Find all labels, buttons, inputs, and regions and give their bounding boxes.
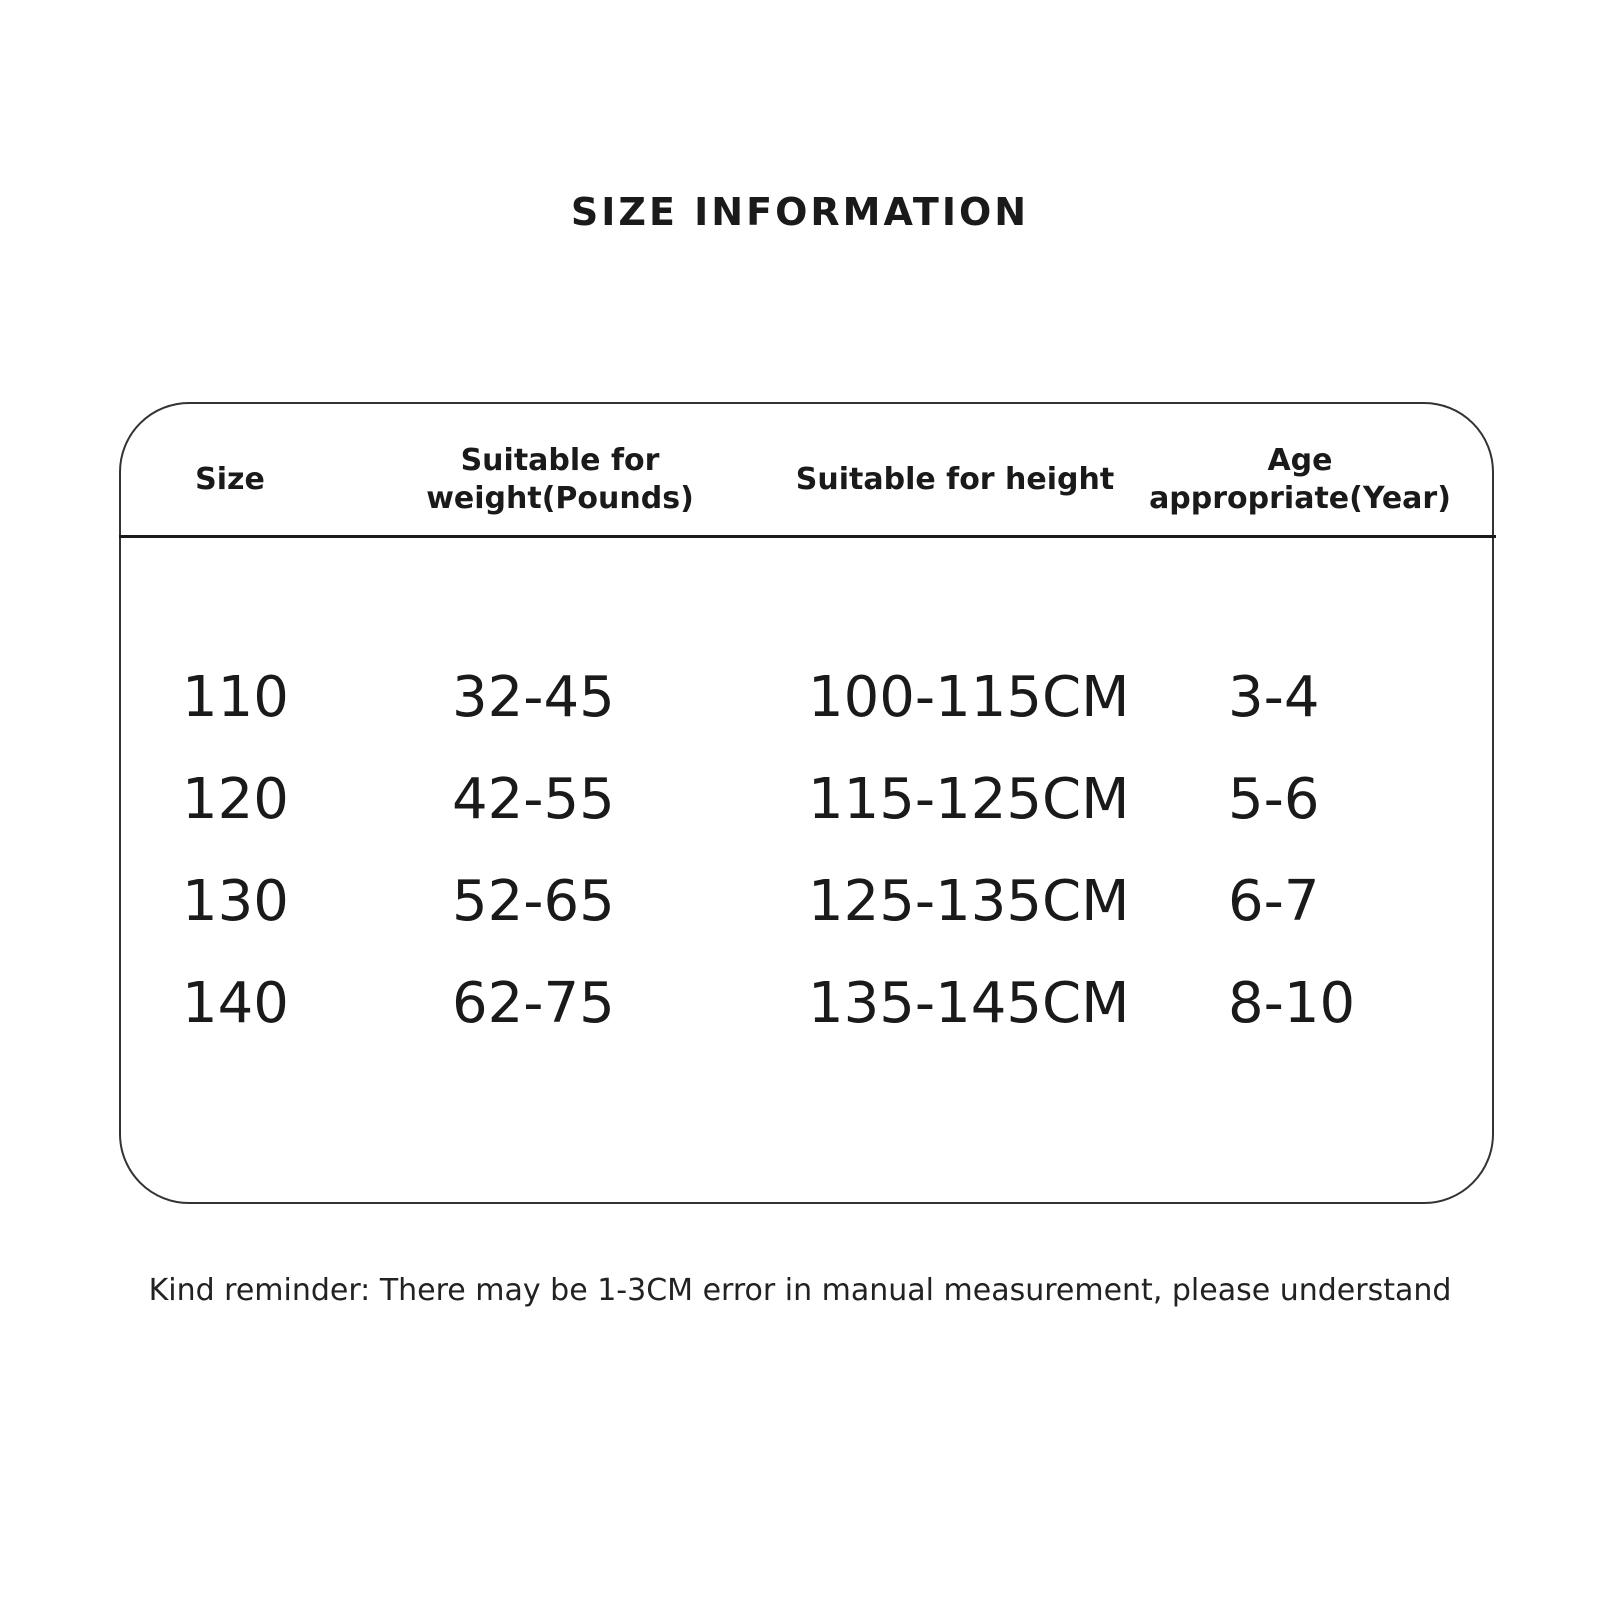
table-cell: 6-7: [1228, 869, 1320, 934]
table-cell: 100-115CM: [808, 665, 1130, 730]
column-header-line: appropriate(Year): [1149, 481, 1451, 516]
table-cell: 110: [182, 665, 289, 730]
table-cell: 115-125CM: [808, 767, 1130, 832]
table-cell: 62-75: [452, 971, 615, 1036]
column-header-line: Size: [195, 462, 265, 497]
column-header-line: weight(Pounds): [426, 481, 694, 516]
column-header: Age appropriate(Year): [1140, 430, 1460, 530]
table-cell: 135-145CM: [808, 971, 1130, 1036]
table-cell: 42-55: [452, 767, 615, 832]
column-header-line: Age: [1267, 443, 1333, 478]
table-cell: 130: [182, 869, 289, 934]
reminder-note: Kind reminder: There may be 1-3CM error …: [148, 1273, 1452, 1308]
column-header: Suitable for height: [790, 430, 1120, 530]
table-cell: 32-45: [452, 665, 615, 730]
table-cell: 52-65: [452, 869, 615, 934]
table-cell: 5-6: [1228, 767, 1320, 832]
column-header: Suitable for weight(Pounds): [400, 430, 720, 530]
header-divider: [119, 535, 1496, 538]
table-cell: 120: [182, 767, 289, 832]
table-cell: 8-10: [1228, 971, 1356, 1036]
page-title: SIZE INFORMATION: [570, 190, 1030, 234]
column-header: Size: [150, 430, 310, 530]
table-cell: 140: [182, 971, 289, 1036]
table-cell: 125-135CM: [808, 869, 1130, 934]
size-table-frame: [119, 402, 1494, 1204]
column-header-line: Suitable for: [460, 443, 660, 478]
table-cell: 3-4: [1228, 665, 1320, 730]
column-header-line: Suitable for height: [795, 462, 1115, 497]
